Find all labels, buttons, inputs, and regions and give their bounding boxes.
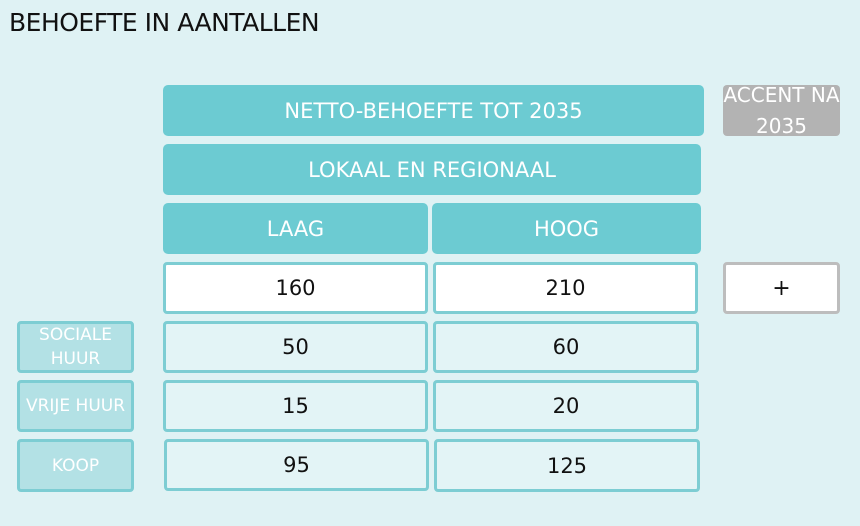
row-label-sociale-huur: SOCIALE HUUR xyxy=(17,321,134,373)
sociale-huur-hoog-value: 60 xyxy=(433,321,699,373)
lokaal-regionaal-header: LOKAAL EN REGIONAAL xyxy=(163,144,701,195)
laag-column-header: LAAG xyxy=(163,203,428,254)
add-button[interactable]: + xyxy=(723,262,840,314)
row-label-vrije-huur: VRIJE HUUR xyxy=(17,380,134,432)
row-label-koop: KOOP xyxy=(17,439,134,492)
koop-hoog-value: 125 xyxy=(434,439,700,492)
accent-na-2035-header: ACCENT NA 2035 xyxy=(723,82,840,138)
vrije-huur-laag-value: 15 xyxy=(163,380,428,432)
hoog-column-header: HOOG xyxy=(432,203,701,254)
koop-laag-value: 95 xyxy=(164,439,429,491)
netto-behoefte-header: NETTO-BEHOEFTE TOT 2035 xyxy=(163,85,704,136)
total-hoog-value: 210 xyxy=(433,262,698,314)
total-laag-value: 160 xyxy=(163,262,428,314)
sociale-huur-laag-value: 50 xyxy=(163,321,428,373)
page-title: BEHOEFTE IN AANTALLEN xyxy=(9,8,320,37)
vrije-huur-hoog-value: 20 xyxy=(433,380,699,432)
